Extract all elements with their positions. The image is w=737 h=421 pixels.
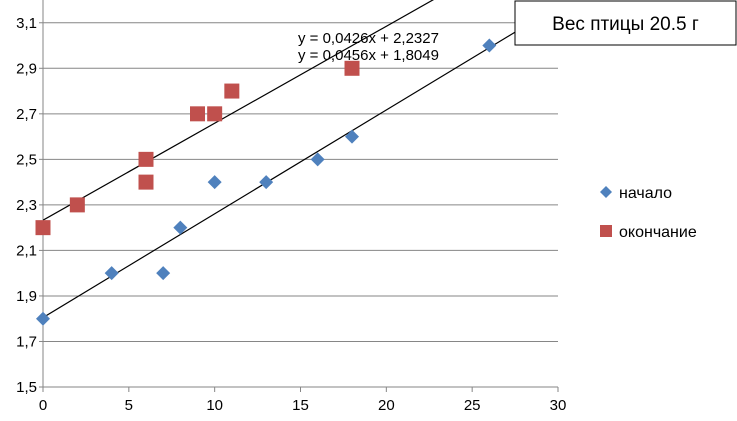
y-tick-label: 2,7 bbox=[16, 106, 37, 123]
trendlines bbox=[43, 0, 558, 319]
point-start bbox=[207, 175, 222, 190]
point-end bbox=[69, 197, 85, 213]
point-start bbox=[156, 266, 171, 281]
chart-title: Вес птицы 20.5 г bbox=[552, 14, 699, 35]
x-tick-label: 15 bbox=[292, 397, 309, 414]
y-tick-label: 1,7 bbox=[16, 333, 37, 350]
title-box: Вес птицы 20.5 г bbox=[514, 0, 737, 46]
point-start bbox=[259, 175, 274, 190]
legend-label: окончание bbox=[619, 224, 697, 241]
legend-label: начало bbox=[619, 185, 672, 202]
point-end bbox=[35, 220, 51, 236]
point-end bbox=[138, 174, 154, 190]
point-start bbox=[173, 220, 188, 235]
grid-lines bbox=[43, 22, 558, 388]
x-tick-label: 20 bbox=[378, 397, 395, 414]
y-tick-label: 2,5 bbox=[16, 151, 37, 168]
trendline-start bbox=[43, 5, 558, 319]
point-start bbox=[104, 266, 119, 281]
y-tick-label: 2,1 bbox=[16, 242, 37, 259]
point-end bbox=[224, 83, 240, 99]
y-tick-label: 1,5 bbox=[16, 379, 37, 396]
x-tick-label: 10 bbox=[206, 397, 223, 414]
y-tick-label: 2,9 bbox=[16, 60, 37, 77]
point-start bbox=[36, 311, 50, 326]
x-tick-label: 30 bbox=[550, 397, 567, 414]
x-tick-label: 5 bbox=[125, 397, 133, 414]
point-end bbox=[138, 151, 154, 167]
point-end bbox=[344, 60, 360, 76]
trendline-equation: y = 0,0456x + 1,8049 bbox=[298, 47, 439, 64]
legend-marker-end bbox=[600, 225, 612, 237]
point-start bbox=[310, 152, 325, 167]
title-box-frame bbox=[514, 0, 737, 46]
point-end bbox=[207, 106, 223, 122]
x-tick-label: 25 bbox=[464, 397, 481, 414]
x-tick-label: 0 bbox=[39, 397, 47, 414]
y-tick-label: 1,9 bbox=[16, 288, 37, 305]
y-tick-label: 3,1 bbox=[16, 15, 37, 32]
point-start bbox=[482, 38, 497, 53]
y-tick-label: 2,3 bbox=[16, 197, 37, 214]
trendline-end bbox=[43, 0, 435, 221]
legend: начало окончание bbox=[600, 185, 697, 241]
point-end bbox=[190, 106, 205, 122]
legend-marker-start bbox=[600, 186, 612, 198]
data-points bbox=[35, 38, 497, 326]
trendline-equation: y = 0,0426x + 2,2327 bbox=[298, 30, 439, 47]
point-start bbox=[345, 129, 359, 144]
tick-labels: 1,5 1,7 1,9 2,1 2,3 2,5 2,7 2,9 3,1 0 5 10 15 20 25 30 bbox=[16, 15, 566, 414]
